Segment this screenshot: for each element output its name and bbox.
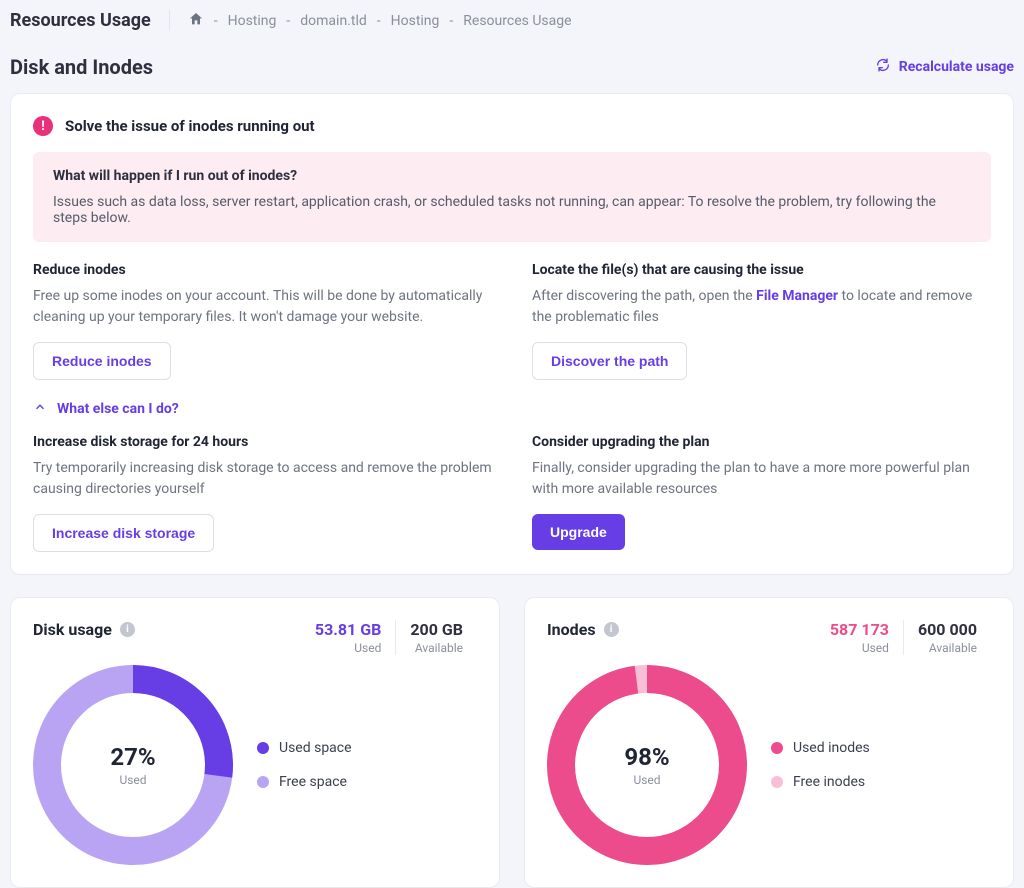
legend-free-dot <box>771 776 783 788</box>
alert-title: Solve the issue of inodes running out <box>65 117 315 135</box>
reduce-inodes-block: Reduce inodes Free up some inodes on you… <box>33 262 492 380</box>
legend-used-dot <box>257 742 269 754</box>
inodes-legend: Used inodes Free inodes <box>771 740 870 790</box>
inodes-sub: Used <box>633 773 660 787</box>
recalculate-button[interactable]: Recalculate usage <box>875 57 1014 77</box>
home-icon[interactable] <box>188 11 204 31</box>
alert-info-box: What will happen if I run out of inodes?… <box>33 152 991 242</box>
legend-free: Free space <box>257 774 352 790</box>
disk-avail-value: 200 GB <box>410 620 463 639</box>
breadcrumb-sep <box>375 13 383 29</box>
page-title: Resources Usage <box>10 10 170 31</box>
upgrade-body: Finally, consider upgrading the plan to … <box>532 458 991 500</box>
exclamation-icon: ! <box>33 116 53 136</box>
breadcrumb-sep <box>284 13 292 29</box>
locate-body-pre: After discovering the path, open the <box>532 288 756 304</box>
disk-percent: 27% <box>110 743 155 771</box>
section-title: Disk and Inodes <box>10 55 153 79</box>
discover-path-button[interactable]: Discover the path <box>532 342 687 380</box>
disk-donut-chart: 27% Used <box>33 665 233 865</box>
inodes-avail-label: Available <box>918 641 977 655</box>
disk-title: Disk usage <box>33 620 112 639</box>
upgrade-title: Consider upgrading the plan <box>532 434 991 450</box>
disk-legend: Used space Free space <box>257 740 352 790</box>
legend-free-label: Free inodes <box>793 774 865 790</box>
inodes-percent: 98% <box>624 743 669 771</box>
legend-free-dot <box>257 776 269 788</box>
reduce-inodes-button[interactable]: Reduce inodes <box>33 342 171 380</box>
alert-card: ! Solve the issue of inodes running out … <box>10 93 1014 575</box>
info-icon[interactable]: i <box>120 622 135 637</box>
reduce-body: Free up some inodes on your account. Thi… <box>33 286 492 328</box>
breadcrumb-item: Resources Usage <box>463 13 571 29</box>
breadcrumb-item[interactable]: Hosting <box>228 13 277 29</box>
upgrade-plan-block: Consider upgrading the plan Finally, con… <box>532 434 991 552</box>
breadcrumb: Hosting domain.tld Hosting Resources Usa… <box>170 11 572 31</box>
inodes-donut-chart: 98% Used <box>547 665 747 865</box>
increase-body: Try temporarily increasing disk storage … <box>33 458 492 500</box>
breadcrumb-sep <box>447 13 455 29</box>
what-else-toggle[interactable]: What else can I do? <box>33 400 991 418</box>
locate-body: After discovering the path, open the Fil… <box>532 286 991 328</box>
what-else-label: What else can I do? <box>57 401 179 417</box>
breadcrumb-item[interactable]: Hosting <box>391 13 440 29</box>
legend-used: Used space <box>257 740 352 756</box>
legend-free: Free inodes <box>771 774 870 790</box>
breadcrumb-item[interactable]: domain.tld <box>300 13 366 29</box>
inodes-avail-value: 600 000 <box>918 620 977 639</box>
increase-storage-button[interactable]: Increase disk storage <box>33 514 214 552</box>
upgrade-button[interactable]: Upgrade <box>532 514 625 550</box>
legend-used-label: Used space <box>279 740 352 756</box>
increase-title: Increase disk storage for 24 hours <box>33 434 492 450</box>
info-icon[interactable]: i <box>604 622 619 637</box>
alert-question: What will happen if I run out of inodes? <box>53 168 971 184</box>
legend-used-dot <box>771 742 783 754</box>
recalculate-label: Recalculate usage <box>899 59 1014 75</box>
disk-usage-card: Disk usage i 53.81 GB Used 200 GB Availa… <box>10 597 500 888</box>
file-manager-link[interactable]: File Manager <box>756 288 838 304</box>
disk-used-label: Used <box>315 641 381 655</box>
alert-answer: Issues such as data loss, server restart… <box>53 194 971 226</box>
locate-title: Locate the file(s) that are causing the … <box>532 262 991 278</box>
locate-files-block: Locate the file(s) that are causing the … <box>532 262 991 380</box>
inodes-title: Inodes <box>547 620 596 639</box>
chevron-up-icon <box>33 400 47 418</box>
increase-storage-block: Increase disk storage for 24 hours Try t… <box>33 434 492 552</box>
inodes-used-label: Used <box>830 641 889 655</box>
legend-used-label: Used inodes <box>793 740 870 756</box>
legend-used: Used inodes <box>771 740 870 756</box>
refresh-icon <box>875 57 891 77</box>
legend-free-label: Free space <box>279 774 347 790</box>
disk-sub: Used <box>119 773 146 787</box>
disk-avail-label: Available <box>410 641 463 655</box>
reduce-title: Reduce inodes <box>33 262 492 278</box>
breadcrumb-sep <box>212 13 220 29</box>
disk-used-value: 53.81 GB <box>315 620 381 639</box>
inodes-usage-card: Inodes i 587 173 Used 600 000 Available … <box>524 597 1014 888</box>
inodes-used-value: 587 173 <box>830 620 889 639</box>
